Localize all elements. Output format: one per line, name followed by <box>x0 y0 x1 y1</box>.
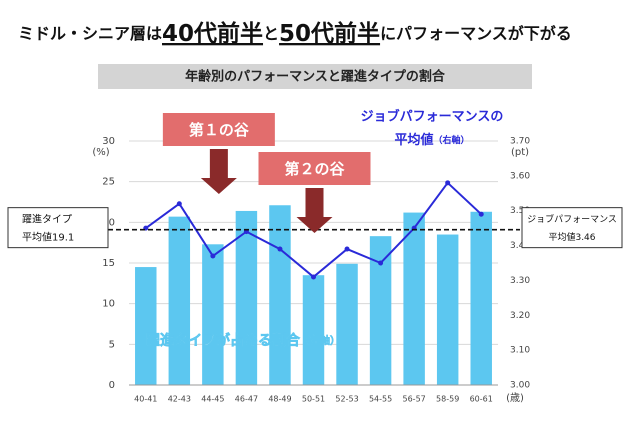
y-tick-label: 0 <box>109 380 115 391</box>
y-tick-label: 15 <box>102 258 115 269</box>
reference-box <box>7 207 109 249</box>
y-tick-label: 20 <box>102 217 115 228</box>
y-tick-label: 10 <box>102 299 115 310</box>
text-part: 40代前半 <box>162 20 263 47</box>
bar <box>369 236 392 385</box>
chart-title: 年齢別のパフォーマンスと躍進タイプの割合 <box>185 69 446 85</box>
line-marker <box>478 211 484 217</box>
x-tick-label: 40-41 <box>134 395 157 404</box>
y2-tick-label: 3.40 <box>510 241 530 251</box>
y-unit: (%) <box>92 147 109 158</box>
line-marker <box>378 260 384 266</box>
callout-arrow <box>296 188 333 233</box>
title-band <box>98 64 532 89</box>
text-part: と <box>263 24 279 43</box>
bar <box>135 267 157 385</box>
callout-arrow <box>200 149 237 194</box>
callout-text: 第２の谷 <box>284 160 345 178</box>
text-part: （右軸） <box>434 134 470 146</box>
y2-tick-label: 3.00 <box>510 381 530 391</box>
bar <box>302 275 325 385</box>
text-part: ミドル・シニア層は <box>18 24 162 43</box>
x-unit: (歳) <box>506 392 524 404</box>
y2-tick-label: 3.30 <box>510 276 530 286</box>
y-tick-label: 25 <box>102 177 115 188</box>
bar <box>336 263 358 385</box>
bar-annotation: 躍進タイプが占める割合（左軸） <box>146 332 340 349</box>
line-marker <box>445 180 451 186</box>
text-part: （左軸） <box>300 334 340 347</box>
x-tick-label: 50-51 <box>302 395 325 404</box>
line-marker <box>277 246 283 252</box>
headline: ミドル・シニア層は40代前半と50代前半にパフォーマンスが下がる <box>18 20 572 47</box>
bar <box>470 211 492 385</box>
bar <box>436 234 459 385</box>
y-tick-label: 30 <box>102 136 115 147</box>
y2-tick-label: 3.70 <box>510 137 530 147</box>
reference-label: 平均値3.46 <box>548 231 595 243</box>
y2-tick-label: 3.60 <box>510 171 530 181</box>
reference-label: ジョブパフォーマンス <box>527 213 617 225</box>
x-tick-label: 44-45 <box>201 395 224 404</box>
bar <box>269 205 291 385</box>
text-part: 躍進タイプが占める割合 <box>146 332 301 349</box>
y-tick-label: 5 <box>109 339 115 350</box>
line-marker <box>176 201 182 207</box>
y2-tick-label: 3.10 <box>510 346 530 356</box>
x-tick-label: 54-55 <box>369 395 392 404</box>
line-marker <box>311 274 316 280</box>
y2-unit: (pt) <box>511 147 529 158</box>
y2-tick-label: 3.20 <box>510 311 530 321</box>
callout-text: 第１の谷 <box>189 121 250 139</box>
bar <box>168 216 191 385</box>
x-tick-label: 60-61 <box>470 395 493 404</box>
x-tick-label: 48-49 <box>268 395 291 404</box>
bar <box>202 244 224 385</box>
callout-box <box>162 113 275 146</box>
x-tick-label: 52-53 <box>335 395 358 404</box>
text-part: 50代前半 <box>279 20 380 47</box>
text-part: にパフォーマンスが下がる <box>380 24 572 43</box>
text-part: 平均値 <box>394 132 433 148</box>
line-marker <box>344 246 350 252</box>
bar <box>403 212 425 385</box>
line-marker <box>210 253 216 259</box>
reference-box <box>521 207 623 249</box>
bar <box>235 210 258 385</box>
reference-label: 平均値19.1 <box>22 231 74 244</box>
callout-box <box>258 152 371 185</box>
x-tick-label: 46-47 <box>235 395 258 404</box>
y2-tick-label: 3.50 <box>510 206 530 216</box>
x-tick-label: 42-43 <box>168 395 191 404</box>
x-tick-label: 56-57 <box>403 395 426 404</box>
reference-label: 躍進タイプ <box>22 214 72 226</box>
line-annotation: ジョブパフォーマンスの <box>361 109 504 125</box>
line-annotation: 平均値（右軸） <box>394 132 469 148</box>
x-tick-label: 58-59 <box>436 395 459 404</box>
